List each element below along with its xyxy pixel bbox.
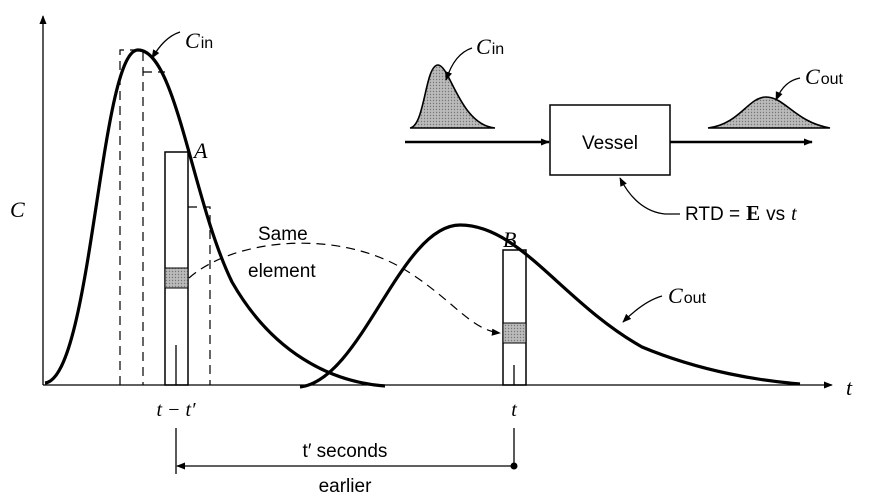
element-b-box — [502, 249, 527, 386]
interval-note: earlier — [319, 476, 372, 497]
same-element-label: element — [248, 261, 316, 282]
inset-c-out-label: Cout — [805, 64, 843, 89]
c-out-curve — [299, 223, 801, 389]
inset-c-out-pulse — [707, 96, 831, 129]
interval-dot — [510, 462, 518, 470]
y-axis-label: C — [10, 197, 25, 222]
t-minus-label: t − t′ — [157, 399, 197, 421]
element-b-shaded — [502, 322, 527, 344]
rtd-leader — [619, 177, 680, 215]
same-element-arrow — [188, 242, 501, 336]
inset-c-in-label: Cin — [476, 34, 504, 59]
interval-label: t′ seconds — [303, 441, 388, 462]
inset-c-in-pulse — [409, 64, 496, 129]
t-label: t — [511, 399, 517, 421]
x-axis-label: t — [846, 375, 853, 400]
inset-c-in-leader — [445, 47, 473, 81]
same-element-label: Same — [258, 224, 308, 245]
inset-c-out-leader — [775, 77, 801, 101]
c-out-label: Cout — [668, 283, 706, 308]
element-a-label: A — [192, 138, 208, 163]
c-in-label: Cin — [185, 28, 213, 53]
c-in-leader — [151, 31, 181, 59]
element-a-shaded — [164, 267, 189, 289]
vessel-label: Vessel — [582, 133, 638, 154]
c-out-leader — [622, 295, 663, 323]
vessel-box — [549, 104, 671, 176]
c-in-curve — [44, 48, 386, 388]
element-b-label: B — [503, 227, 516, 252]
